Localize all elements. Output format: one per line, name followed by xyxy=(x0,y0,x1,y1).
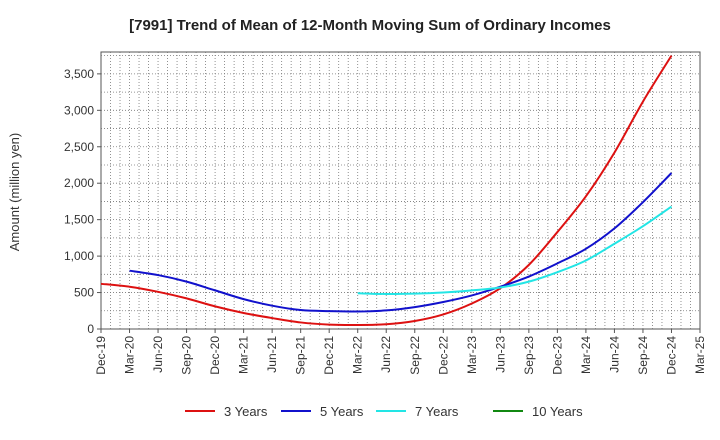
x-tick-label: Dec-24 xyxy=(664,336,678,375)
grid xyxy=(100,51,701,330)
legend-label: 10 Years xyxy=(532,404,583,419)
y-tick-label: 0 xyxy=(87,322,94,336)
legend: 3 Years 5 Years 7 Years 10 Years xyxy=(185,404,583,419)
axes: 0 500 1,000 1,500 2,000 2,500 3,000 3,500 Dec-19… xyxy=(64,67,707,375)
x-tick-label: Dec-20 xyxy=(208,336,222,375)
x-tick-label: Mar-24 xyxy=(579,336,593,374)
x-tick-label: Jun-24 xyxy=(607,336,621,373)
x-tick-label: Dec-21 xyxy=(322,336,336,375)
x-tick-label: Jun-23 xyxy=(493,336,507,373)
x-tick-label: Dec-22 xyxy=(436,336,450,375)
x-tick-label: Dec-23 xyxy=(550,336,564,375)
y-tick-label: 500 xyxy=(74,286,94,300)
x-tick-label: Sep-23 xyxy=(522,336,536,375)
y-axis-label: Amount (million yen) xyxy=(7,133,22,252)
series-lines xyxy=(100,55,673,327)
legend-item-10-years: 10 Years xyxy=(493,404,583,419)
legend-label: 7 Years xyxy=(415,404,459,419)
y-tick-label: 2,000 xyxy=(64,176,94,190)
legend-item-7-years: 7 Years xyxy=(376,404,459,419)
x-tick-label: Mar-21 xyxy=(237,336,251,374)
x-tick-label: Sep-20 xyxy=(180,336,194,375)
x-tick-label: Jun-21 xyxy=(265,336,279,373)
x-tick-label: Mar-25 xyxy=(693,336,707,374)
chart-title: [7991] Trend of Mean of 12-Month Moving … xyxy=(129,17,611,34)
x-tick-label: Sep-21 xyxy=(294,336,308,375)
x-tick-label: Mar-20 xyxy=(123,336,137,374)
series-line-5-years xyxy=(129,172,673,313)
y-tick-label: 1,000 xyxy=(64,249,94,263)
y-tick-label: 2,500 xyxy=(64,140,94,154)
plot-area xyxy=(100,51,701,330)
x-tick-label: Mar-22 xyxy=(351,336,365,374)
x-tick-label: Sep-24 xyxy=(636,336,650,375)
x-tick-label: Jun-22 xyxy=(379,336,393,373)
x-tick-label: Dec-19 xyxy=(94,336,108,375)
y-tick-label: 1,500 xyxy=(64,213,94,227)
x-tick-label: Sep-22 xyxy=(408,336,422,375)
legend-item-5-years: 5 Years xyxy=(281,404,364,419)
legend-item-3-years: 3 Years xyxy=(185,404,268,419)
y-tick-label: 3,500 xyxy=(64,67,94,81)
y-tick-label: 3,000 xyxy=(64,103,94,117)
legend-label: 5 Years xyxy=(320,404,364,419)
x-tick-label: Jun-20 xyxy=(151,336,165,373)
legend-label: 3 Years xyxy=(224,404,268,419)
series-line-7-years xyxy=(357,205,673,296)
series-line-3-years xyxy=(100,55,673,327)
x-tick-label: Mar-23 xyxy=(465,336,479,374)
